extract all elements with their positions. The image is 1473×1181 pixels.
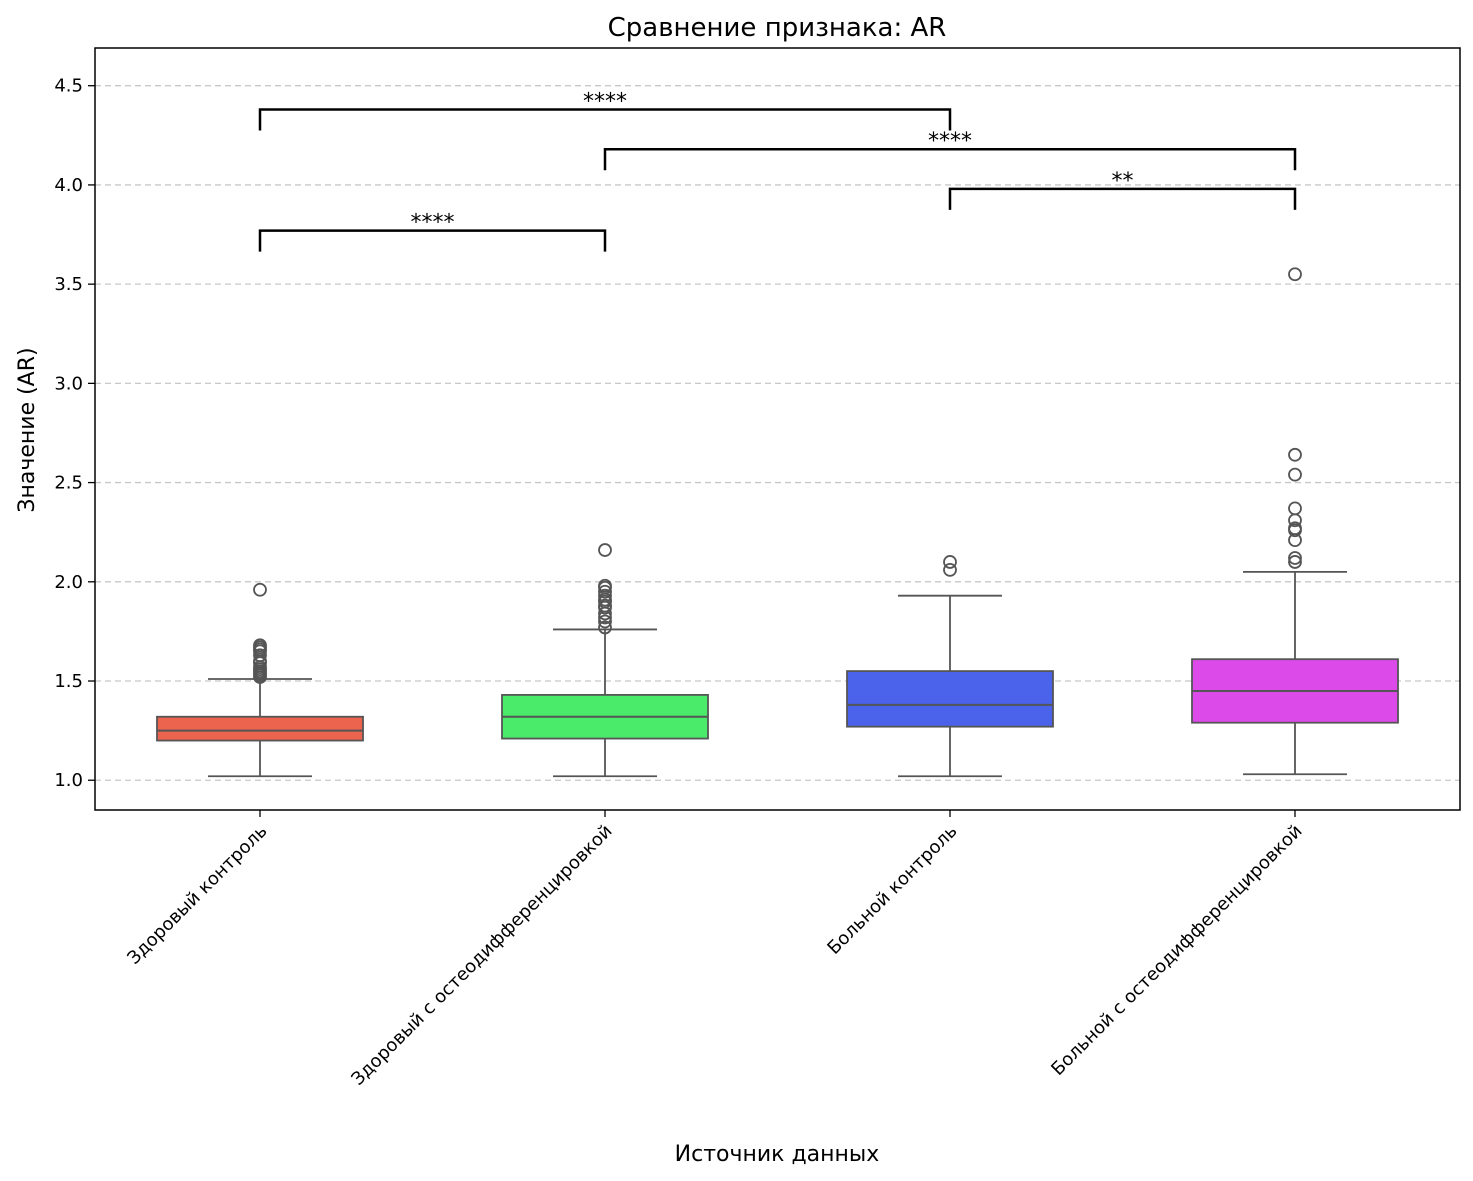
y-axis-label: Значение (AR) <box>15 347 40 512</box>
significance-bracket: **** <box>258 211 607 252</box>
significance-label: **** <box>411 211 455 236</box>
box-iqr <box>846 670 1054 728</box>
significance-bracket: **** <box>603 129 1297 171</box>
chart-title: Сравнение признака: AR <box>608 13 947 43</box>
box-group <box>156 582 364 778</box>
significance-bracket: **** <box>258 90 952 131</box>
y-tick-label: 2.5 <box>54 473 83 494</box>
outlier-point <box>1288 551 1302 565</box>
y-tick-label: 4.0 <box>54 175 83 196</box>
outlier-point <box>1288 555 1302 569</box>
outlier-point <box>253 638 267 653</box>
outlier-point <box>253 582 267 597</box>
bracket-line <box>603 147 1297 171</box>
y-tick-label: 4.5 <box>54 76 83 97</box>
outlier-point <box>598 614 612 629</box>
outlier-point <box>1288 447 1302 462</box>
y-tick-label: 1.5 <box>54 671 83 692</box>
y-axis-ticks: 1.0 1.5 2.0 2.5 3.0 3.5 4.0 4.5 <box>54 76 95 791</box>
outlier-point <box>253 648 267 663</box>
significance-label: ** <box>1112 169 1134 194</box>
significance-bracket: ** <box>948 169 1297 210</box>
bracket-line <box>258 108 952 131</box>
outlier-point <box>943 555 957 569</box>
outlier-point <box>1288 267 1302 282</box>
box-group <box>1191 267 1399 776</box>
y-tick-label: 3.0 <box>54 373 83 394</box>
plot-area-frame <box>94 47 1461 811</box>
significance-brackets: ************** <box>258 90 1297 252</box>
box-group <box>846 555 1054 778</box>
y-tick-label: 1.0 <box>54 770 83 791</box>
y-tick-label: 2.0 <box>54 572 83 593</box>
grid-lines <box>95 85 1460 781</box>
significance-label: **** <box>583 90 627 115</box>
outlier-point <box>598 598 612 613</box>
outlier-point <box>598 588 612 603</box>
outlier-point <box>598 584 612 599</box>
bracket-line <box>948 187 1297 210</box>
bracket-line <box>258 229 607 252</box>
outlier-point <box>598 543 612 557</box>
x-axis-label: Источник данных <box>675 1142 880 1167</box>
box-group <box>501 543 709 778</box>
y-tick-label: 3.5 <box>54 274 83 295</box>
outlier-point <box>943 562 957 577</box>
outlier-point <box>1288 467 1302 482</box>
outlier-point <box>598 620 612 635</box>
box-iqr <box>156 715 364 742</box>
outlier-point <box>1288 521 1302 536</box>
outlier-point <box>598 578 612 593</box>
significance-label: **** <box>928 129 972 154</box>
outlier-point <box>1288 501 1302 516</box>
boxes <box>156 267 1399 778</box>
